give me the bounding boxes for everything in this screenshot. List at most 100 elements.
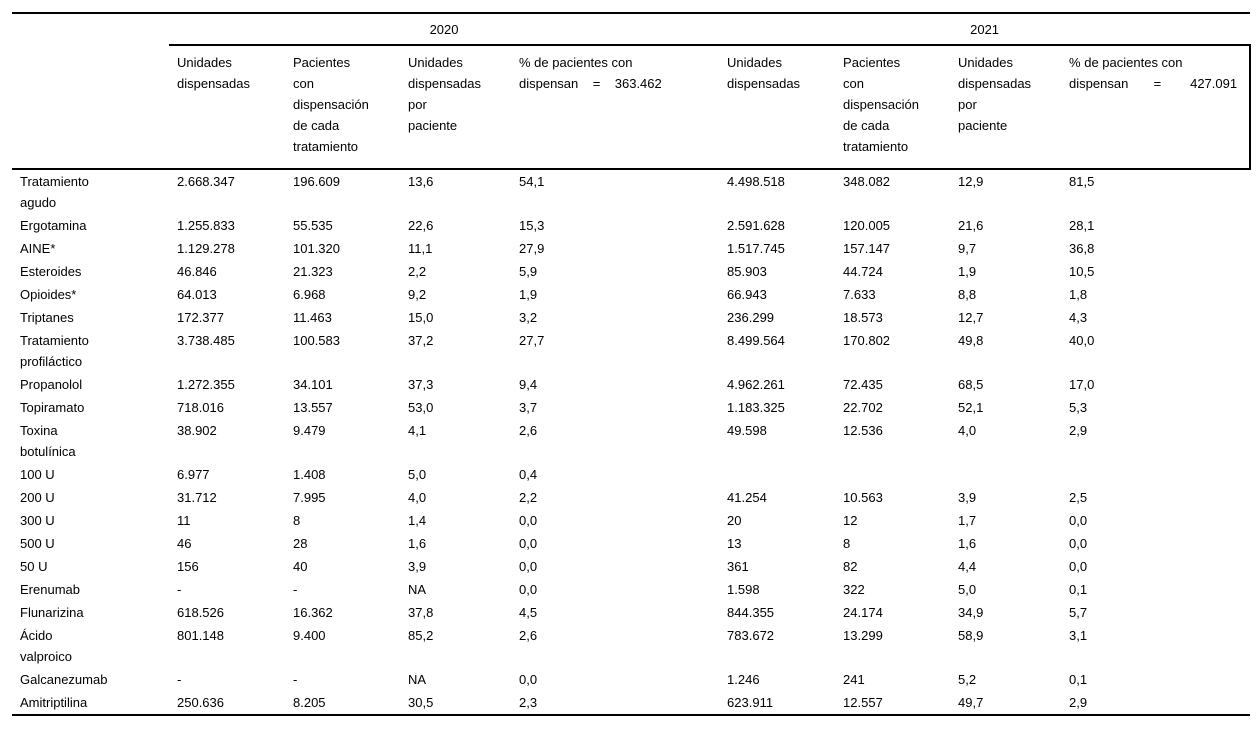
value-cell: 2,6	[519, 628, 538, 643]
value-cell: 2,9	[1069, 695, 1088, 710]
value-cell: 718.016	[177, 400, 224, 415]
value-cell: 1.408	[293, 467, 326, 482]
value-cell: 172.377	[177, 310, 224, 325]
row-label: Opioides*	[20, 287, 77, 302]
value-cell: 2.668.347	[177, 174, 235, 189]
table-row: Triptanes 172.377 11.463 15,0 3,2 236.29…	[12, 306, 1250, 329]
row-label: Triptanes	[20, 310, 74, 325]
value-cell: 1.517.745	[727, 241, 785, 256]
value-cell: 37,2	[408, 333, 434, 348]
value-cell: 1,6	[408, 536, 427, 551]
row-label: 300 U	[20, 513, 55, 528]
row-label: Ácido valproico	[20, 628, 73, 664]
value-cell: 13,6	[408, 174, 434, 189]
value-cell: 49,7	[958, 695, 984, 710]
value-cell: 348.082	[843, 174, 891, 189]
table-row: 100 U 6.977 1.408 5,0 0,4	[12, 463, 1250, 486]
value-cell: 1,8	[1069, 287, 1088, 302]
column-header-2021-pct-pacientes: % de pacientes con dispensan = 427.091	[1061, 45, 1252, 170]
value-cell: -	[293, 582, 298, 597]
value-cell: 46.846	[177, 264, 217, 279]
row-label: 500 U	[20, 536, 55, 551]
value-cell: 9,4	[519, 377, 538, 392]
value-cell: 4,3	[1069, 310, 1088, 325]
column-header-2020-unidades: Unidades dispensadas	[169, 45, 285, 170]
value-cell: 13.299	[843, 628, 883, 643]
value-cell: 156	[177, 559, 199, 574]
column-header-2021-unidades: Unidades dispensadas	[719, 45, 836, 170]
value-cell: 2,6	[519, 423, 538, 438]
value-cell: 13.557	[293, 400, 333, 415]
table-row: Opioides* 64.013 6.968 9,2 1,9 66.943 7.…	[12, 283, 1250, 306]
value-cell: 21,6	[958, 218, 984, 233]
value-cell: 2,2	[519, 490, 538, 505]
value-cell: 20	[727, 513, 742, 528]
value-cell: 5,3	[1069, 400, 1088, 415]
value-cell: 3,7	[519, 400, 538, 415]
table-row: Ergotamina 1.255.833 55.535 22,6 15,3 2.…	[12, 214, 1250, 237]
value-cell: 7.633	[843, 287, 876, 302]
column-header-2020-pct-pacientes: % de pacientes con dispensan = 363.462	[511, 45, 720, 170]
value-cell: 236.299	[727, 310, 775, 325]
value-cell: 22,6	[408, 218, 434, 233]
table-row: 200 U 31.712 7.995 4,0 2,2 41.254 10.563…	[12, 486, 1250, 509]
value-cell	[719, 463, 835, 486]
table-row: Tratamiento profiláctico 3.738.485 100.5…	[12, 329, 1250, 373]
value-cell: 4,0	[408, 490, 427, 505]
value-cell: -	[177, 672, 182, 687]
table-row: 50 U 156 40 3,9 0,0 361 82 4,4 0,0	[12, 555, 1250, 578]
value-cell: 31.712	[177, 490, 217, 505]
dispensing-table: 2020 2021 Unidades dispensadas Pacientes…	[12, 12, 1252, 716]
value-cell: 27,7	[519, 333, 545, 348]
value-cell: 322	[843, 582, 865, 597]
value-cell: 37,8	[408, 605, 434, 620]
corner-cell	[12, 13, 169, 45]
value-cell: 0,0	[519, 559, 538, 574]
value-cell: 54,1	[519, 174, 545, 189]
table-row: Amitriptilina 250.636 8.205 30,5 2,3 623…	[12, 691, 1250, 715]
table-row: 500 U 46 28 1,6 0,0 13 8 1,6 0,0	[12, 532, 1250, 555]
value-cell: 28,1	[1069, 218, 1095, 233]
value-cell: 0,0	[519, 672, 538, 687]
value-cell: 5,0	[958, 582, 977, 597]
value-cell: 40,0	[1069, 333, 1095, 348]
value-cell: 82	[843, 559, 858, 574]
value-cell: 52,1	[958, 400, 984, 415]
value-cell: 1.598	[727, 582, 760, 597]
value-cell: 4,0	[958, 423, 977, 438]
value-cell: 72.435	[843, 377, 883, 392]
value-cell: 618.526	[177, 605, 224, 620]
value-cell: 44.724	[843, 264, 883, 279]
value-cell: 9,2	[408, 287, 427, 302]
value-cell: 12.557	[843, 695, 883, 710]
value-cell: 100.583	[293, 333, 340, 348]
table-row: AINE* 1.129.278 101.320 11,1 27,9 1.517.…	[12, 237, 1250, 260]
value-cell: 85,2	[408, 628, 434, 643]
value-cell: 85.903	[727, 264, 767, 279]
value-cell: 16.362	[293, 605, 333, 620]
value-cell: 2,5	[1069, 490, 1088, 505]
value-cell: 13	[727, 536, 742, 551]
value-cell: 8	[843, 536, 851, 551]
value-cell: 1.129.278	[177, 241, 235, 256]
column-header-2020-pacientes: Pacientes con dispensación de cada trata…	[285, 45, 400, 170]
value-cell: 801.148	[177, 628, 224, 643]
value-cell: 49.598	[727, 423, 767, 438]
value-cell: 11.463	[293, 310, 332, 325]
value-cell: 6.968	[293, 287, 326, 302]
value-cell: 3.738.485	[177, 333, 235, 348]
value-cell: 68,5	[958, 377, 984, 392]
value-cell: 1.272.355	[177, 377, 235, 392]
value-cell: 170.802	[843, 333, 891, 348]
value-cell: 0,1	[1069, 582, 1088, 597]
value-cell: 30,5	[408, 695, 434, 710]
value-cell: 12.536	[843, 423, 883, 438]
value-cell: 40	[293, 559, 308, 574]
value-cell: 1,9	[519, 287, 538, 302]
row-label: Galcanezumab	[20, 672, 108, 687]
table-row: Toxina botulínica 38.902 9.479 4,1 2,6 4…	[12, 419, 1250, 463]
value-cell: 1.246	[727, 672, 760, 687]
row-label: AINE*	[20, 241, 56, 256]
table-row: Erenumab - - NA 0,0 1.598 322 5,0 0,1	[12, 578, 1250, 601]
